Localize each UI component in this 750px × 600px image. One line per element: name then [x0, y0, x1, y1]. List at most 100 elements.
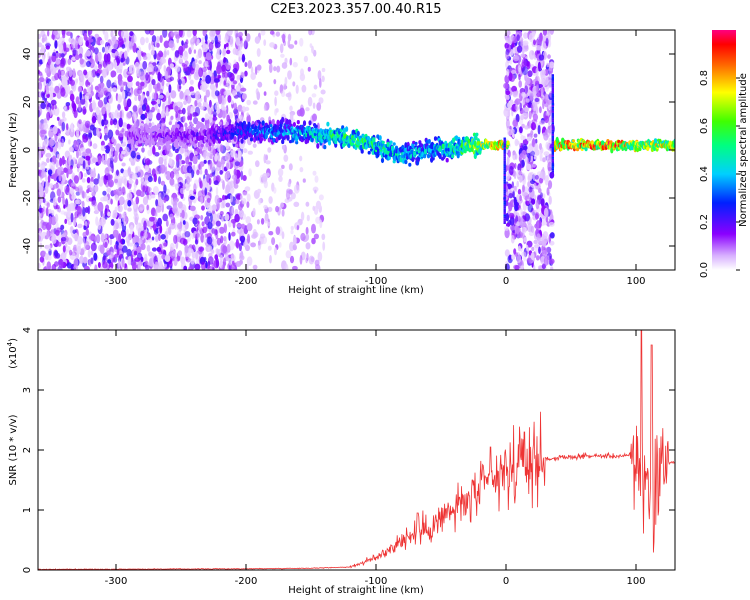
- spectrogram-noise-cell: [535, 199, 540, 210]
- spectrogram-noise-cell: [217, 248, 221, 257]
- spectrogram-noise-cell: [257, 198, 262, 206]
- spectrogram-noise-cell: [169, 76, 174, 82]
- spectrogram-signal-cell: [240, 139, 244, 144]
- spectrogram-noise-cell: [146, 204, 149, 211]
- spectrogram-noise-cell: [134, 61, 140, 69]
- spectrogram-noise-cell: [129, 31, 134, 37]
- spectrogram-noise-cell: [178, 78, 182, 86]
- spectrogram-noise-cell: [49, 147, 53, 152]
- spectrogram-noise-cell: [222, 180, 225, 190]
- spectrogram-noise-cell: [46, 157, 50, 163]
- spectrogram-noise-cell: [198, 246, 205, 252]
- spectrogram-noise-cell: [160, 180, 166, 186]
- spectrogram-noise-cell: [65, 198, 69, 208]
- spectrogram-noise-cell: [60, 178, 65, 186]
- spectrogram-noise-cell: [60, 87, 66, 97]
- spectrogram-noise-cell: [539, 143, 542, 150]
- spectrogram-noise-cell: [91, 200, 97, 207]
- spectrogram-noise-cell: [235, 32, 240, 38]
- spectrogram-noise-cell: [69, 187, 74, 195]
- spectrogram-noise-cell: [201, 70, 207, 78]
- spectrogram-noise-cell: [112, 39, 119, 50]
- spectrogram-noise-cell: [171, 251, 177, 257]
- spectrogram-noise-cell: [95, 216, 99, 226]
- spectrogram-noise-cell: [184, 50, 188, 58]
- spectrogram-noise-cell: [134, 216, 139, 225]
- spectrogram-noise-cell: [117, 104, 121, 111]
- spectrogram-noise-cell: [58, 258, 64, 269]
- spectrogram-noise-cell: [103, 97, 108, 105]
- spectrogram-noise-cell: [89, 124, 95, 131]
- spectrogram-noise-cell: [46, 261, 52, 270]
- spectrogram-noise-cell: [275, 108, 279, 113]
- spectrogram-noise-cell: [70, 38, 76, 49]
- spectrogram-noise-cell: [53, 30, 58, 36]
- spectrogram-noise-cell: [200, 227, 203, 235]
- spectrogram-noise-cell: [230, 263, 237, 270]
- spectrogram-noise-cell: [514, 203, 519, 212]
- spectrogram-noise-cell: [45, 45, 50, 50]
- spectrogram-noise-cell: [515, 140, 520, 145]
- spectrogram-noise-cell: [207, 245, 213, 253]
- spectrogram-noise-cell: [312, 113, 317, 122]
- spectrogram-noise-cell: [127, 75, 133, 83]
- spectrogram-noise-cell: [508, 202, 513, 212]
- spectrogram-noise-cell: [84, 100, 88, 108]
- spectrogram-noise-cell: [504, 226, 509, 231]
- spectrogram-noise-cell: [135, 68, 141, 77]
- spectrogram-noise-cell: [216, 161, 222, 168]
- spectrogram-noise-cell: [139, 100, 143, 107]
- spectrogram-noise-cell: [522, 143, 528, 150]
- spectrogram-noise-cell: [293, 201, 300, 207]
- spectrogram-noise-cell: [284, 57, 288, 65]
- spectrogram-noise-cell: [510, 187, 515, 192]
- spectrogram-signal-cell: [451, 154, 455, 159]
- spectrogram-noise-cell: [126, 98, 132, 108]
- spectrogram-signal-cell: [314, 124, 318, 128]
- spectrogram-noise-cell: [531, 198, 536, 205]
- spectrogram-noise-cell: [130, 161, 136, 166]
- spectrogram-noise-cell: [311, 223, 316, 234]
- spectrogram-noise-cell: [169, 242, 175, 251]
- spectrogram-noise-cell: [222, 257, 227, 267]
- spectrogram-noise-cell: [311, 93, 317, 98]
- spectrogram-noise-cell: [65, 102, 71, 107]
- spectrogram-noise-cell: [38, 262, 41, 269]
- spectrogram-signal-cell: [381, 140, 385, 145]
- spectrogram-noise-cell: [252, 264, 258, 270]
- spectrogram-signal-cell: [327, 140, 332, 146]
- spectrogram-noise-cell: [162, 30, 168, 38]
- spectrogram-noise-cell: [528, 50, 535, 60]
- spectrogram-signal-cell: [247, 121, 251, 128]
- spectrogram-noise-cell: [513, 54, 520, 62]
- spectrogram-noise-cell: [133, 203, 137, 210]
- spectrogram-noise-cell: [191, 111, 198, 118]
- spectrogram-noise-cell: [196, 169, 200, 176]
- spectrogram-noise-cell: [155, 206, 162, 213]
- spectrogram-noise-cell: [109, 267, 112, 270]
- spectrogram-noise-cell: [190, 105, 196, 112]
- spectrogram-noise-cell: [168, 84, 172, 93]
- spectrogram-noise-cell: [269, 254, 272, 264]
- spectrogram-noise-cell: [100, 217, 106, 226]
- spectrogram-noise-cell: [201, 261, 206, 270]
- spectrogram-noise-cell: [229, 72, 235, 82]
- spectrogram-noise-cell: [93, 178, 99, 185]
- spectrogram-noise-cell: [240, 72, 245, 79]
- spectrogram-noise-cell: [46, 230, 50, 239]
- spectrogram-noise-cell: [189, 205, 196, 212]
- spectrogram-noise-cell: [84, 120, 91, 128]
- spectrogram-noise-cell: [190, 258, 195, 265]
- spectrogram-noise-cell: [248, 168, 252, 177]
- spectrogram-noise-cell: [135, 178, 139, 186]
- spectrogram-noise-cell: [81, 200, 85, 209]
- spectrogram-noise-cell: [549, 240, 555, 246]
- spectrogram-noise-cell: [233, 102, 238, 111]
- spectrogram-noise-cell: [104, 145, 110, 150]
- spectrogram-noise-cell: [51, 263, 57, 270]
- spectrogram-noise-cell: [126, 248, 132, 257]
- spectrogram-noise-cell: [121, 187, 126, 193]
- spectrogram-noise-cell: [172, 205, 179, 214]
- spectrogram-noise-cell: [226, 162, 230, 170]
- spectrogram-noise-cell: [203, 159, 207, 164]
